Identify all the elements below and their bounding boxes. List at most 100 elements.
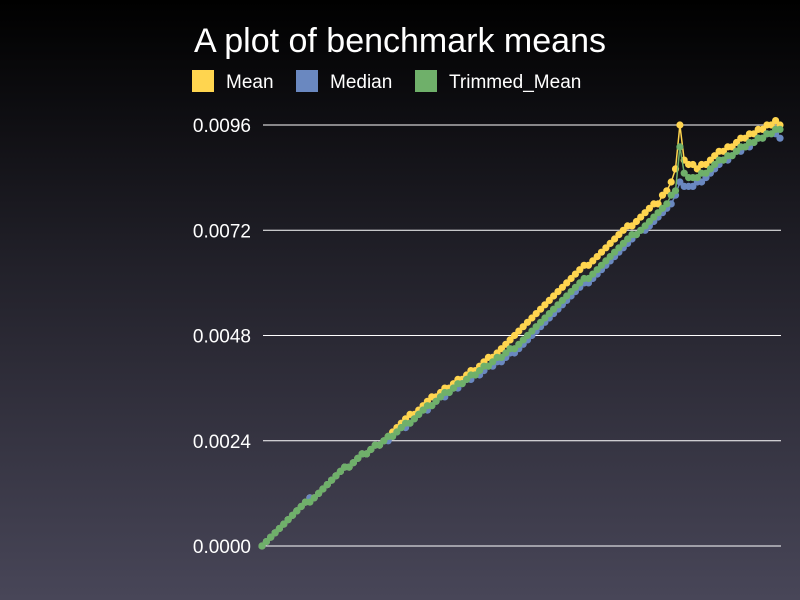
data-point-median bbox=[676, 178, 684, 186]
data-point-mean bbox=[772, 117, 780, 125]
data-point-trimmed-mean bbox=[541, 314, 549, 322]
data-point-trimmed-mean bbox=[663, 200, 671, 208]
data-point-median bbox=[776, 134, 784, 142]
data-point-trimmed-mean bbox=[367, 445, 375, 454]
data-point-trimmed-mean bbox=[362, 450, 371, 458]
data-point-trimmed-mean bbox=[267, 533, 275, 541]
data-point-mean bbox=[576, 266, 584, 274]
data-point-mean bbox=[711, 152, 719, 160]
data-point-median bbox=[689, 182, 697, 190]
data-point-mean bbox=[593, 253, 601, 261]
data-point-mean bbox=[528, 314, 536, 322]
data-point-trimmed-mean bbox=[471, 371, 479, 379]
data-point-trimmed-mean bbox=[476, 367, 484, 375]
y-tick-label: 0.0096 bbox=[193, 116, 251, 137]
data-point-mean bbox=[658, 191, 667, 199]
data-point-mean bbox=[571, 270, 580, 278]
data-point-trimmed-mean bbox=[667, 191, 675, 199]
data-point-trimmed-mean bbox=[545, 310, 553, 318]
data-point-trimmed-mean bbox=[375, 441, 384, 449]
data-point-trimmed-mean bbox=[711, 160, 719, 169]
data-point-trimmed-mean bbox=[345, 463, 353, 471]
data-point-mean bbox=[515, 327, 523, 335]
gridlines bbox=[263, 124, 781, 547]
data-point-trimmed-mean bbox=[445, 388, 453, 397]
data-point-mean bbox=[541, 301, 549, 309]
data-point-trimmed-mean bbox=[297, 502, 305, 511]
data-point-trimmed-mean bbox=[767, 130, 775, 138]
data-point-trimmed-mean bbox=[693, 174, 701, 182]
data-point-trimmed-mean bbox=[419, 406, 427, 414]
data-point-mean bbox=[558, 283, 567, 291]
y-tick-label: 0.0048 bbox=[193, 327, 251, 348]
data-point-trimmed-mean bbox=[550, 305, 558, 313]
data-point-mean bbox=[584, 261, 593, 269]
data-point-mean bbox=[663, 187, 671, 195]
data-point-mean bbox=[615, 231, 623, 239]
data-point-trimmed-mean bbox=[593, 266, 601, 274]
data-point-trimmed-mean bbox=[658, 204, 667, 212]
data-point-mean bbox=[728, 143, 736, 151]
y-tick-label: 0.0024 bbox=[193, 432, 252, 453]
data-point-trimmed-mean bbox=[515, 340, 523, 348]
data-point-trimmed-mean bbox=[576, 279, 584, 287]
legend: Mean Median Trimmed_Mean bbox=[192, 70, 581, 93]
data-point-mean bbox=[689, 160, 697, 169]
legend-label-median: Median bbox=[330, 72, 392, 93]
data-point-trimmed-mean bbox=[288, 511, 297, 519]
data-point-trimmed-mean bbox=[458, 380, 466, 388]
data-point-trimmed-mean bbox=[354, 454, 362, 462]
data-point-trimmed-mean bbox=[571, 283, 580, 291]
data-point-trimmed-mean bbox=[463, 375, 471, 383]
data-point-trimmed-mean bbox=[589, 270, 597, 278]
data-point-trimmed-mean bbox=[680, 169, 688, 177]
data-point-trimmed-mean bbox=[554, 301, 562, 309]
data-point-mean bbox=[667, 178, 675, 186]
data-point-mean bbox=[641, 209, 649, 217]
data-point-trimmed-mean bbox=[641, 222, 649, 230]
data-point-trimmed-mean bbox=[489, 358, 497, 366]
data-point-trimmed-mean bbox=[528, 327, 536, 335]
data-point-trimmed-mean bbox=[328, 476, 336, 484]
data-point-trimmed-mean bbox=[741, 143, 749, 151]
data-point-trimmed-mean bbox=[645, 217, 654, 226]
data-point-mean bbox=[545, 296, 553, 304]
data-point-trimmed-mean bbox=[597, 261, 606, 269]
legend-label-trimmed-mean: Trimmed_Mean bbox=[449, 72, 581, 93]
data-point-trimmed-mean bbox=[650, 213, 658, 221]
data-point-trimmed-mean bbox=[732, 147, 741, 155]
data-point-trimmed-mean bbox=[484, 362, 492, 370]
data-point-trimmed-mean bbox=[436, 393, 445, 401]
data-point-mean bbox=[519, 323, 527, 331]
data-point-mean bbox=[589, 257, 597, 265]
data-point-trimmed-mean bbox=[315, 489, 323, 497]
legend-swatch-median bbox=[296, 70, 318, 92]
data-point-median bbox=[698, 178, 706, 186]
legend-swatch-mean bbox=[192, 70, 214, 92]
data-point-mean bbox=[606, 239, 614, 247]
data-point-trimmed-mean bbox=[323, 481, 331, 489]
data-point-mean bbox=[628, 222, 636, 230]
data-point-trimmed-mean bbox=[262, 538, 270, 546]
data-point-mean bbox=[702, 160, 710, 169]
data-point-trimmed-mean bbox=[258, 542, 266, 550]
data-point-mean bbox=[532, 310, 540, 318]
data-point-trimmed-mean bbox=[275, 524, 283, 533]
data-point-trimmed-mean bbox=[397, 424, 405, 432]
data-point-trimmed-mean bbox=[776, 125, 784, 133]
data-point-mean bbox=[719, 147, 728, 155]
data-point-trimmed-mean bbox=[510, 345, 519, 353]
data-point-trimmed-mean bbox=[432, 397, 440, 405]
series-trimmed-mean bbox=[258, 125, 784, 550]
data-point-trimmed-mean bbox=[624, 235, 632, 243]
data-point-mean bbox=[767, 121, 775, 129]
data-point-trimmed-mean bbox=[654, 209, 662, 217]
y-axis-ticks: 0.0000 0.0024 0.0048 0.0072 0.0096 bbox=[193, 116, 252, 558]
data-point-trimmed-mean bbox=[310, 494, 318, 502]
data-point-mean bbox=[602, 244, 610, 252]
y-tick-label: 0.0000 bbox=[193, 537, 251, 558]
legend-swatch-trimmed-mean bbox=[415, 70, 437, 92]
data-point-mean bbox=[597, 248, 606, 256]
data-point-mean bbox=[537, 305, 545, 313]
data-point-trimmed-mean bbox=[728, 152, 736, 160]
